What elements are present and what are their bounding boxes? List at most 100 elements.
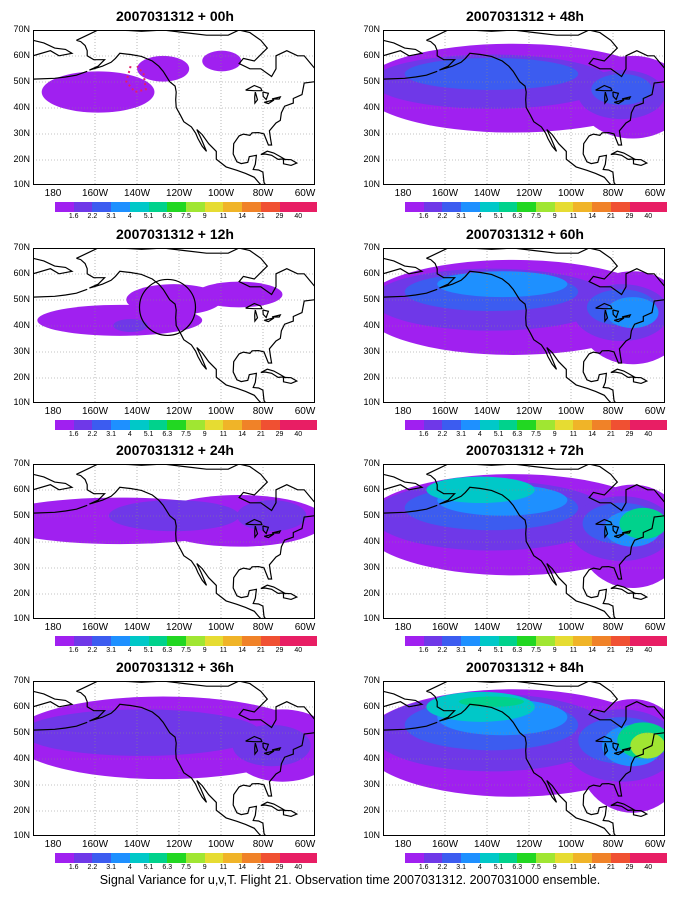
colorbar-label: 11	[569, 213, 578, 220]
coastline	[632, 376, 649, 385]
colorbar-swatch	[648, 636, 668, 646]
lat-label: 30N	[363, 346, 380, 356]
lat-label: 70N	[13, 458, 30, 468]
colorbar-swatch	[186, 202, 205, 212]
target-circle	[138, 278, 197, 337]
colorbar-swatch	[167, 853, 187, 863]
colorbar-swatch	[461, 202, 480, 212]
colorbar-swatch	[479, 420, 499, 430]
colorbar-swatch	[554, 202, 574, 212]
lat-label: 40N	[363, 753, 380, 763]
lon-label: 120W	[515, 406, 543, 417]
colorbar-swatch	[498, 636, 518, 646]
coastline	[271, 746, 282, 751]
coastline	[262, 742, 270, 752]
colorbar-label: 40	[294, 431, 303, 438]
lat-label: 50N	[13, 510, 30, 520]
forecast-panel: 2007031312 + 12h 70N 60N 50N 40N 30N 20N 10N 180…	[0, 218, 345, 438]
colorbar-swatch	[111, 202, 130, 212]
colorbar-swatch	[73, 853, 93, 863]
coastline	[245, 302, 263, 310]
lat-label: 60N	[363, 50, 380, 60]
colorbar-label: 40	[294, 213, 303, 220]
lat-label: 10N	[363, 397, 380, 407]
panel-title: 2007031312 + 36h	[116, 659, 234, 675]
lat-label: 20N	[363, 588, 380, 598]
coastline	[632, 809, 649, 818]
colorbar-swatch	[610, 853, 630, 863]
lat-label: 60N	[13, 50, 30, 60]
coastline	[383, 721, 438, 731]
coastline	[264, 533, 275, 539]
plot-frame	[33, 248, 315, 403]
colorbar-swatch	[423, 636, 443, 646]
colorbar-swatch	[592, 420, 611, 430]
map-plot	[383, 30, 665, 185]
colorbar-label: 2.2	[437, 431, 448, 438]
lon-label: 100W	[557, 622, 585, 633]
colorbar-swatch	[573, 853, 593, 863]
colorbar-swatch	[648, 853, 668, 863]
coastline	[254, 525, 259, 539]
map-plot	[33, 464, 315, 619]
panel-title: 2007031312 + 12h	[116, 226, 234, 242]
lon-label: 60W	[294, 406, 316, 417]
colorbar-label: 5.1	[493, 431, 504, 438]
colorbar-label: 1.6	[418, 431, 429, 438]
coastline	[595, 302, 613, 310]
colorbar-label: 5.1	[143, 647, 154, 654]
colorbar-swatch	[517, 636, 537, 646]
colorbar-label: 3.1	[456, 213, 466, 220]
colorbar-label: 6.3	[512, 864, 523, 871]
variance-contour	[630, 732, 665, 759]
flight-track	[125, 65, 147, 94]
colorbar-label: 40	[644, 647, 653, 654]
coastline	[426, 464, 665, 619]
coastline	[262, 525, 270, 535]
variance-field	[33, 696, 315, 782]
lon-label: 80W	[252, 406, 274, 417]
lat-label: 60N	[363, 268, 380, 278]
coastline	[262, 91, 270, 101]
lon-label: 100W	[557, 188, 585, 199]
colorbar	[405, 420, 668, 430]
colorbar-label: 21	[256, 647, 265, 654]
coastline	[383, 504, 438, 514]
lat-label: 50N	[13, 294, 30, 304]
colorbar-label: 40	[644, 431, 653, 438]
colorbar-label: 4	[127, 647, 132, 654]
forecast-panel: 2007031312 + 48h 70N 60N 50N 40N 30N 20N 10N 180…	[350, 0, 695, 220]
lon-label: 180	[394, 839, 412, 850]
colorbar-swatch	[260, 636, 280, 646]
coastline	[33, 473, 74, 491]
colorbar-swatch	[260, 420, 280, 430]
colorbar-swatch	[73, 420, 93, 430]
colorbar-label: 5.1	[143, 864, 154, 871]
coastline	[383, 690, 424, 708]
colorbar-swatch	[442, 420, 462, 430]
colorbar-label: 21	[256, 431, 265, 438]
colorbar-swatch	[279, 420, 299, 430]
lon-label: 160W	[81, 406, 109, 417]
forecast-panel: 2007031312 + 84h 70N 60N 50N 40N 30N 20N 10N 180…	[350, 651, 695, 871]
coastline	[632, 158, 649, 167]
lat-label: 70N	[13, 24, 30, 34]
colorbar-swatch	[405, 202, 424, 212]
lat-label: 20N	[13, 805, 30, 815]
lat-label: 70N	[363, 675, 380, 685]
colorbar-label: 6.3	[162, 431, 173, 438]
variance-contour	[195, 281, 283, 308]
lon-label: 140W	[123, 622, 151, 633]
colorbar-swatch	[629, 853, 649, 863]
coastline	[33, 721, 88, 731]
colorbar-label: 9	[202, 431, 207, 438]
lon-label: 140W	[123, 406, 151, 417]
lon-label: 60W	[644, 188, 666, 199]
coastline	[33, 257, 74, 275]
coastline	[614, 750, 625, 756]
colorbar-label: 2.2	[87, 647, 98, 654]
colorbar-swatch	[92, 202, 112, 212]
colorbar-label: 14	[588, 213, 597, 220]
colorbar-label: 21	[256, 213, 265, 220]
colorbar-label: 14	[238, 864, 247, 871]
